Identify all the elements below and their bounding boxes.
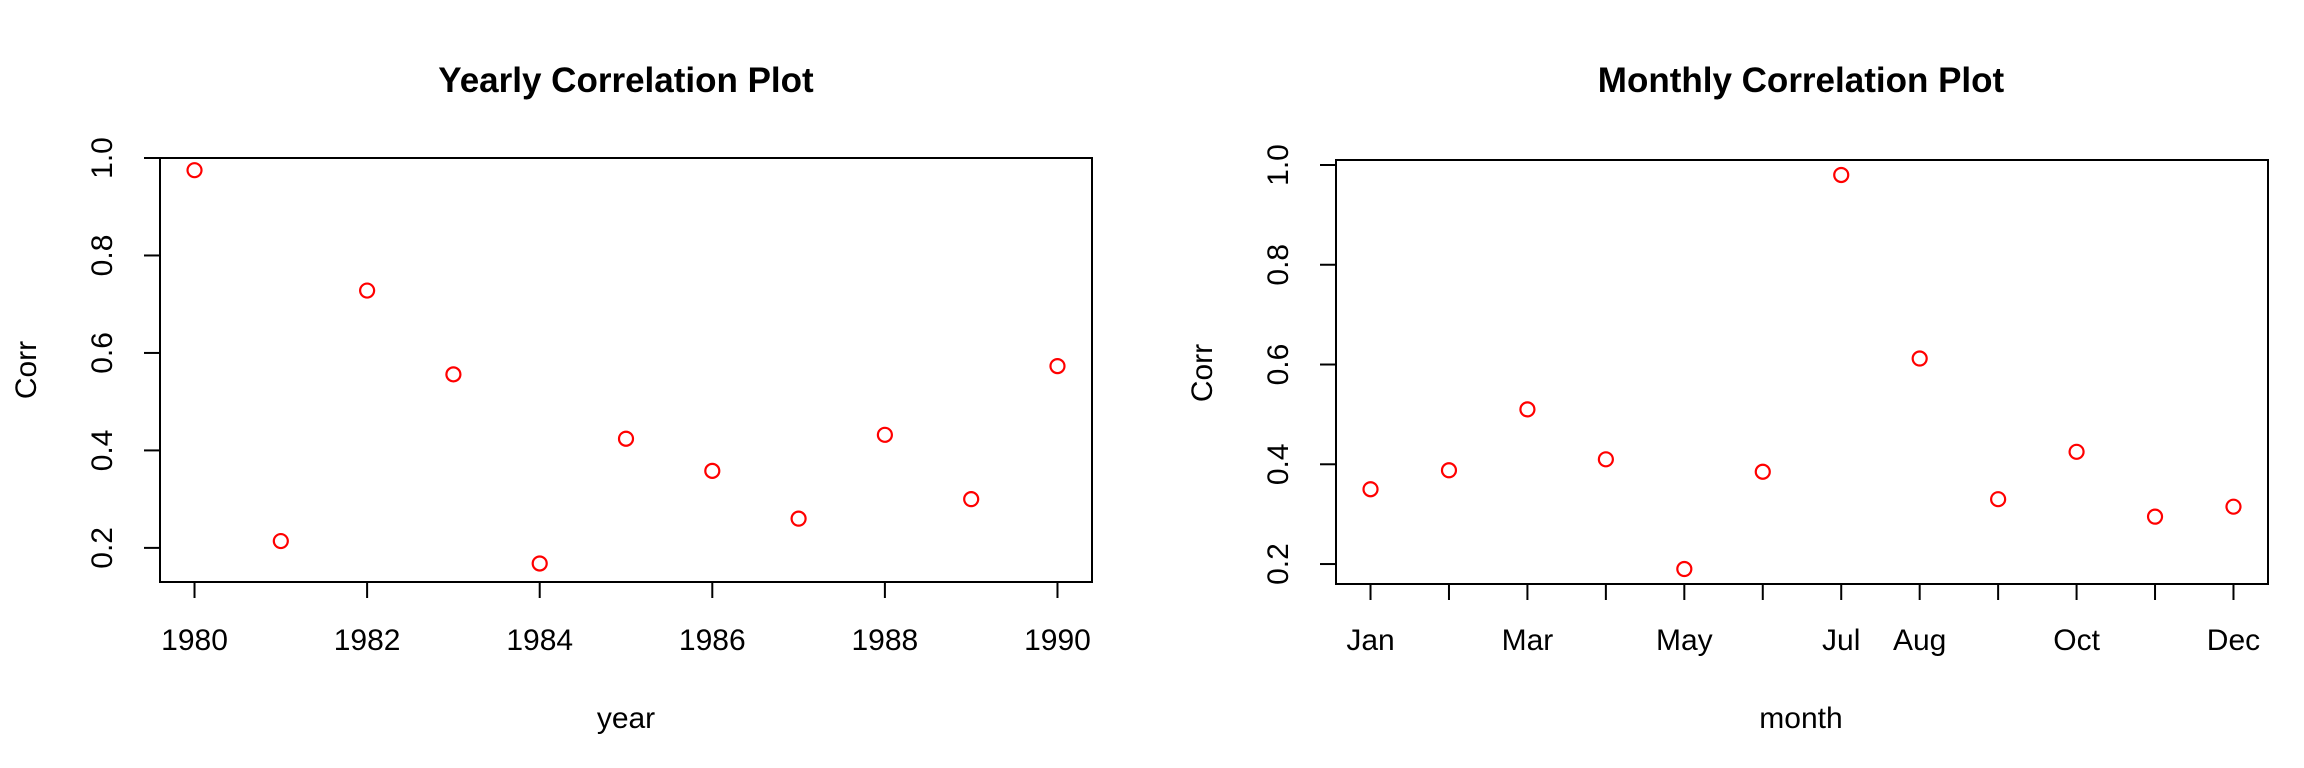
y-tick-label: 0.6 (86, 332, 119, 374)
data-point (1911, 350, 1928, 367)
x-tick-label: 1980 (161, 624, 228, 657)
chart-title: Monthly Correlation Plot (1598, 61, 2005, 100)
chart-title: Yearly Correlation Plot (438, 61, 814, 100)
data-point (272, 532, 289, 550)
x-tick-label: Mar (1502, 624, 1554, 657)
data-point (617, 430, 635, 447)
y-tick-label: 0.2 (1262, 543, 1295, 585)
x-tick-label: Dec (2207, 624, 2260, 657)
data-point (963, 491, 980, 508)
x-tick-label: Oct (2053, 624, 2100, 657)
data-point (1676, 560, 1693, 578)
y-tick-label: 0.8 (1262, 244, 1295, 286)
y-tick-label: 1.0 (1262, 144, 1295, 186)
x-tick-label: 1984 (506, 624, 573, 657)
plot-frame (1335, 159, 2269, 585)
data-points (1362, 166, 2242, 578)
yearly-correlation-plot: Yearly Correlation Plot year Corr 1980 19… (10, 61, 1093, 735)
data-point (1597, 451, 1614, 468)
data-points (186, 162, 1066, 572)
y-tick-label: 0.8 (86, 235, 119, 277)
y-axis: 0.2 0.4 0.6 0.8 1.0 (1262, 144, 1336, 585)
data-point (1519, 401, 1536, 418)
data-point (1440, 462, 1458, 479)
y-tick-label: 0.6 (1262, 344, 1295, 386)
data-point (445, 366, 462, 383)
x-tick-label: 1982 (334, 624, 401, 657)
x-axis: 1980 1982 1984 1986 1988 1990 (161, 582, 1091, 657)
y-tick-label: 1.0 (86, 137, 119, 179)
data-point (1754, 463, 1771, 480)
y-tick-label: 0.2 (86, 527, 119, 569)
data-point (1362, 481, 1379, 498)
x-tick-label: 1990 (1024, 624, 1091, 657)
y-tick-label: 0.4 (86, 430, 119, 472)
x-tick-label: May (1656, 624, 1713, 657)
y-tick-label: 0.4 (1262, 443, 1295, 485)
data-point (1049, 358, 1066, 375)
data-point (531, 555, 548, 572)
x-axis-label: month (1759, 702, 1842, 735)
x-tick-label: Jul (1822, 624, 1860, 657)
data-point (704, 462, 721, 479)
x-axis: Jan Mar May Jul Aug Oct Dec (1346, 584, 2260, 657)
data-point (359, 282, 376, 299)
data-point (2068, 443, 2085, 460)
data-point (1990, 491, 2007, 508)
x-tick-label: Aug (1893, 624, 1946, 657)
data-point (1833, 166, 1850, 184)
y-axis-label: Corr (1186, 344, 1219, 402)
x-tick-label: 1986 (679, 624, 746, 657)
x-tick-label: Jan (1346, 624, 1394, 657)
y-axis-label: Corr (10, 341, 43, 399)
data-point (186, 162, 203, 179)
data-point (876, 426, 893, 443)
data-point (790, 510, 807, 527)
plot-frame (159, 157, 1093, 583)
y-axis: 0.2 0.4 0.6 0.8 1.0 (86, 137, 160, 569)
data-point (2146, 508, 2164, 525)
monthly-correlation-plot: Monthly Correlation Plot month Corr Jan M… (1186, 61, 2269, 735)
x-axis-label: year (597, 702, 655, 735)
data-point (2225, 498, 2242, 515)
x-tick-label: 1988 (852, 624, 919, 657)
